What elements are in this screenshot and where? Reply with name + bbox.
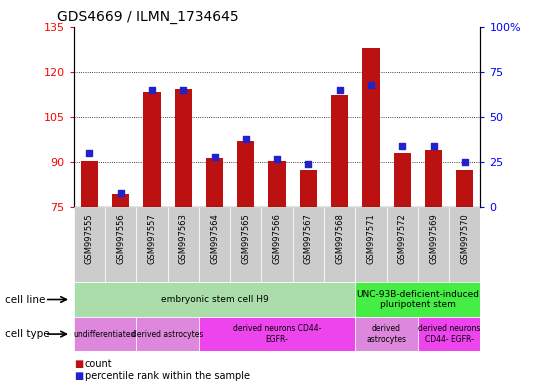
Bar bbox=[136, 207, 168, 282]
Text: GSM997564: GSM997564 bbox=[210, 214, 219, 264]
Bar bbox=[324, 207, 355, 282]
Point bbox=[210, 154, 219, 160]
Bar bbox=[394, 153, 411, 207]
Text: cell type: cell type bbox=[5, 329, 50, 339]
Text: GSM997555: GSM997555 bbox=[85, 214, 94, 264]
Text: cell line: cell line bbox=[5, 295, 46, 305]
Text: GSM997570: GSM997570 bbox=[460, 214, 470, 264]
Bar bbox=[175, 89, 192, 207]
Bar bbox=[136, 317, 199, 351]
Text: GSM997571: GSM997571 bbox=[366, 214, 376, 264]
Text: UNC-93B-deficient-induced
pluripotent stem: UNC-93B-deficient-induced pluripotent st… bbox=[357, 290, 479, 309]
Bar bbox=[355, 282, 480, 317]
Bar bbox=[387, 207, 418, 282]
Bar bbox=[418, 207, 449, 282]
Bar bbox=[105, 207, 136, 282]
Text: percentile rank within the sample: percentile rank within the sample bbox=[85, 371, 250, 381]
Point bbox=[116, 190, 125, 196]
Text: count: count bbox=[85, 359, 112, 369]
Point bbox=[304, 161, 313, 167]
Bar bbox=[81, 161, 98, 207]
Text: derived neurons CD44-
EGFR-: derived neurons CD44- EGFR- bbox=[233, 324, 321, 344]
Bar bbox=[363, 48, 379, 207]
Point bbox=[398, 143, 407, 149]
Text: GSM997569: GSM997569 bbox=[429, 214, 438, 264]
Bar bbox=[293, 207, 324, 282]
Text: GSM997568: GSM997568 bbox=[335, 214, 344, 264]
Bar bbox=[74, 282, 355, 317]
Bar bbox=[355, 207, 387, 282]
Text: GSM997567: GSM997567 bbox=[304, 214, 313, 264]
Point bbox=[241, 136, 250, 142]
Bar bbox=[206, 158, 223, 207]
Bar bbox=[418, 317, 480, 351]
Text: ■: ■ bbox=[74, 371, 83, 381]
Text: GSM997563: GSM997563 bbox=[179, 214, 188, 264]
Point bbox=[147, 87, 156, 93]
Point bbox=[85, 150, 94, 156]
Text: GSM997572: GSM997572 bbox=[397, 214, 407, 264]
Text: GSM997565: GSM997565 bbox=[241, 214, 250, 264]
Bar bbox=[74, 317, 136, 351]
Point bbox=[429, 143, 438, 149]
Text: derived neurons
CD44- EGFR-: derived neurons CD44- EGFR- bbox=[418, 324, 480, 344]
Text: embryonic stem cell H9: embryonic stem cell H9 bbox=[161, 295, 269, 304]
Bar bbox=[230, 207, 262, 282]
Bar bbox=[144, 91, 161, 207]
Point bbox=[460, 159, 469, 165]
Text: GDS4669 / ILMN_1734645: GDS4669 / ILMN_1734645 bbox=[57, 10, 238, 23]
Text: undifferentiated: undifferentiated bbox=[74, 329, 136, 339]
Bar bbox=[300, 170, 317, 207]
Bar bbox=[262, 207, 293, 282]
Bar bbox=[449, 207, 480, 282]
Bar bbox=[199, 317, 355, 351]
Bar bbox=[199, 207, 230, 282]
Point bbox=[179, 87, 188, 93]
Bar bbox=[456, 170, 473, 207]
Point bbox=[366, 81, 375, 88]
Text: GSM997556: GSM997556 bbox=[116, 214, 125, 264]
Bar bbox=[74, 207, 105, 282]
Text: GSM997557: GSM997557 bbox=[147, 214, 157, 264]
Text: ■: ■ bbox=[74, 359, 83, 369]
Bar bbox=[237, 141, 254, 207]
Text: derived astrocytes: derived astrocytes bbox=[132, 329, 203, 339]
Text: GSM997566: GSM997566 bbox=[272, 214, 282, 264]
Bar bbox=[168, 207, 199, 282]
Point bbox=[273, 156, 282, 162]
Bar bbox=[331, 94, 348, 207]
Bar bbox=[425, 150, 442, 207]
Bar bbox=[355, 317, 418, 351]
Point bbox=[335, 87, 344, 93]
Bar bbox=[112, 194, 129, 207]
Text: derived
astrocytes: derived astrocytes bbox=[366, 324, 407, 344]
Bar bbox=[269, 161, 286, 207]
